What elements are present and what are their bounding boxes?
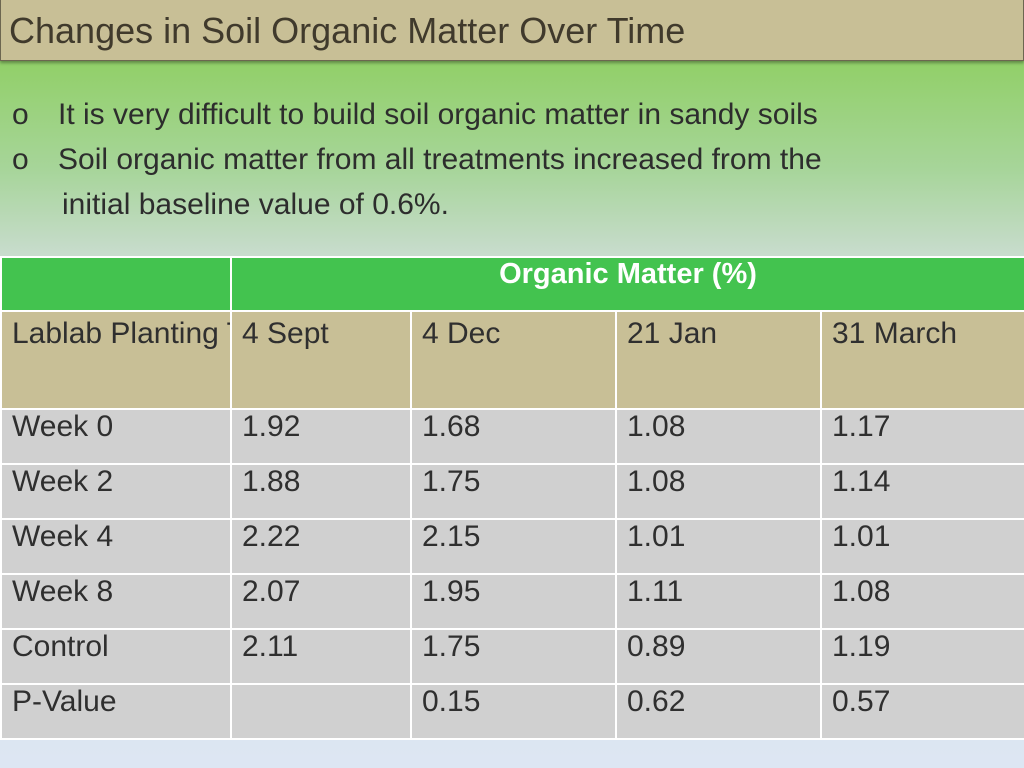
table-cell: 1.68 bbox=[410, 408, 617, 465]
table-cell: 1.01 bbox=[819, 518, 1024, 575]
row-label: Control bbox=[0, 628, 232, 685]
table-column-header-row: Lablab Planting Time 4 Sept 4 Dec 21 Jan… bbox=[0, 310, 1024, 410]
table-row: Week 0 1.92 1.68 1.08 1.17 bbox=[0, 408, 1024, 465]
column-header: 4 Sept bbox=[230, 310, 412, 410]
table-cell: 1.08 bbox=[615, 463, 822, 520]
table-group-header: Organic Matter (%) bbox=[229, 256, 1024, 312]
bullet-text-2-continuation: initial baseline value of 0.6%. bbox=[62, 188, 449, 221]
table-row: Week 8 2.07 1.95 1.11 1.08 bbox=[0, 573, 1024, 630]
row-label: Week 2 bbox=[0, 463, 232, 520]
table-cell: 0.62 bbox=[615, 683, 822, 740]
table-row: Week 4 2.22 2.15 1.01 1.01 bbox=[0, 518, 1024, 575]
table-cell: 2.07 bbox=[230, 573, 412, 630]
table-cell: 1.92 bbox=[230, 408, 412, 465]
row-label: P-Value bbox=[0, 683, 232, 740]
bullet-circle-icon: o bbox=[12, 143, 29, 176]
table-cell: 0.15 bbox=[410, 683, 617, 740]
table-row: Control 2.11 1.75 0.89 1.19 bbox=[0, 628, 1024, 685]
table-cell: 1.75 bbox=[410, 463, 617, 520]
column-header: 21 Jan bbox=[615, 310, 822, 410]
bullet-text-1: It is very difficult to build soil organ… bbox=[58, 98, 818, 131]
table-cell: 1.19 bbox=[819, 628, 1024, 685]
table-cell: 1.08 bbox=[819, 573, 1024, 630]
table-cell: 2.15 bbox=[410, 518, 617, 575]
table-cell: 1.75 bbox=[410, 628, 617, 685]
table-row: Week 2 1.88 1.75 1.08 1.14 bbox=[0, 463, 1024, 520]
slide-title: Changes in Soil Organic Matter Over Time bbox=[9, 10, 686, 51]
table-cell: 1.88 bbox=[230, 463, 412, 520]
organic-matter-table: Organic Matter (%) Lablab Planting Time … bbox=[0, 256, 1024, 740]
table-cell: 1.14 bbox=[819, 463, 1024, 520]
row-label: Week 4 bbox=[0, 518, 232, 575]
bullet-text-2: Soil organic matter from all treatments … bbox=[58, 143, 822, 176]
bullet-list: o It is very difficult to build soil org… bbox=[10, 92, 1010, 227]
table-cell: 1.95 bbox=[410, 573, 617, 630]
row-label: Week 8 bbox=[0, 573, 232, 630]
table-group-header-row: Organic Matter (%) bbox=[0, 256, 1024, 312]
table-cell: 1.11 bbox=[615, 573, 822, 630]
table-corner-cell bbox=[0, 256, 232, 312]
row-header-label: Lablab Planting Time bbox=[0, 310, 232, 410]
table-cell: 1.17 bbox=[819, 408, 1024, 465]
table-cell: 0.57 bbox=[819, 683, 1024, 740]
table-cell: 1.01 bbox=[615, 518, 822, 575]
table-row: P-Value 0.15 0.62 0.57 bbox=[0, 683, 1024, 740]
table-cell: 2.22 bbox=[230, 518, 412, 575]
table-cell: 0.89 bbox=[615, 628, 822, 685]
table-cell bbox=[230, 683, 412, 740]
table-cell: 2.11 bbox=[230, 628, 412, 685]
bullet-item-2: o Soil organic matter from all treatment… bbox=[10, 137, 1010, 182]
title-bar: Changes in Soil Organic Matter Over Time bbox=[0, 0, 1024, 61]
table-cell: 1.08 bbox=[615, 408, 822, 465]
row-label: Week 0 bbox=[0, 408, 232, 465]
bullet-circle-icon: o bbox=[12, 98, 29, 131]
column-header: 31 March bbox=[819, 310, 1024, 410]
column-header: 4 Dec bbox=[410, 310, 617, 410]
bullet-item-1: o It is very difficult to build soil org… bbox=[10, 92, 1010, 137]
